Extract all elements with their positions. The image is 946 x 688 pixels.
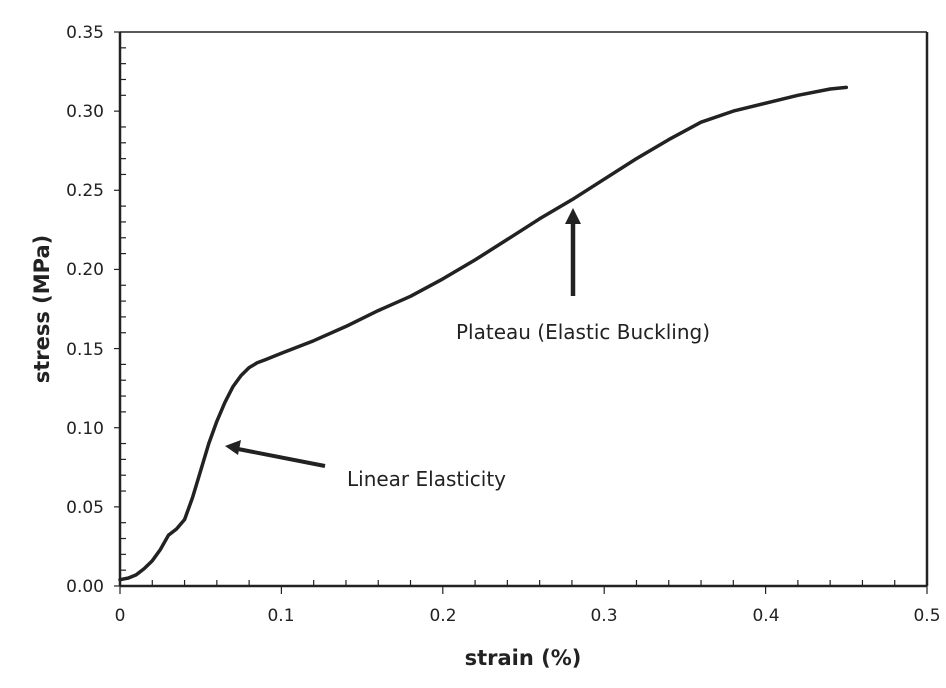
x-tick-label: 0.2 [429,606,456,626]
y-tick-labels: 0.00 0.05 0.10 0.15 0.20 0.25 0.30 0.35 [66,23,104,597]
y-tick-label: 0.35 [66,23,104,43]
y-tick-label: 0.20 [66,260,104,280]
x-tick-label: 0.1 [267,606,294,626]
linear-elasticity-arrow [225,440,326,468]
x-axis-title: strain (%) [465,646,582,670]
plot-area [118,31,929,588]
y-tick-label: 0.25 [66,181,104,201]
y-axis-title: stress (MPa) [30,235,54,384]
y-tick-label: 0.00 [66,577,104,597]
arrow-head-icon [225,440,241,455]
x-tick-label: 0.3 [590,606,617,626]
y-tick-label: 0.05 [66,498,104,518]
x-tick-label: 0.4 [752,606,779,626]
stress-strain-curve [118,85,849,582]
y-tick-label: 0.30 [66,102,104,122]
y-tick-label: 0.15 [66,340,104,360]
x-axis-ticks [119,580,928,594]
y-tick-label: 0.10 [66,419,104,439]
arrow-head-icon [565,208,581,224]
annotation-linear-elasticity: Linear Elasticity [347,467,506,491]
y-axis-ticks [114,31,126,587]
annotation-plateau: Plateau (Elastic Buckling) [456,320,710,344]
plateau-arrow [565,208,581,296]
x-tick-label: 0.5 [913,606,940,626]
x-tick-label: 0 [115,606,126,626]
x-tick-labels: 0 0.1 0.2 0.3 0.4 0.5 [115,606,941,626]
